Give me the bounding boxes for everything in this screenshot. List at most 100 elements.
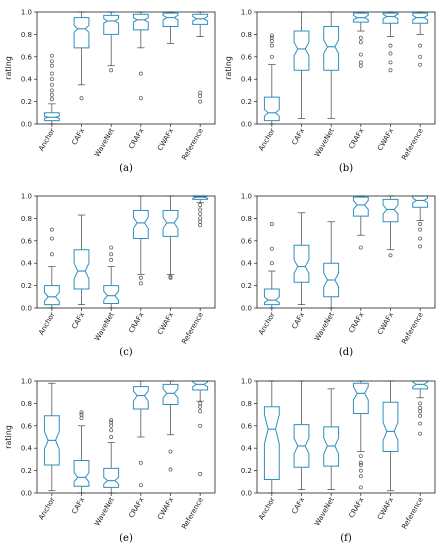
notched-box: [162, 12, 179, 28]
panel-caption: (c): [119, 347, 133, 358]
notched-box: [73, 17, 90, 49]
notched-box: [192, 380, 209, 391]
notched-box: [192, 195, 209, 200]
box-reference: [192, 11, 209, 104]
box-crafx: [132, 195, 149, 286]
y-tick-label: 0.6: [21, 237, 33, 245]
plot-frame: [256, 11, 436, 125]
box-reference: [192, 195, 209, 228]
notched-box: [382, 401, 399, 453]
outlier-point: [269, 222, 274, 226]
box-crafx: [352, 380, 369, 490]
outlier-point: [358, 60, 363, 65]
outlier-point: [269, 35, 274, 40]
x-tick-label: Anchor: [257, 127, 276, 152]
box-cafx: [73, 11, 90, 101]
box-wavenet: [103, 245, 120, 309]
outlier-point: [49, 59, 54, 64]
box-crafx: [352, 11, 369, 68]
outlier-point: [358, 35, 363, 40]
y-tick-label: 0.6: [241, 53, 253, 61]
notched-box: [73, 249, 90, 290]
box-crafx: [132, 11, 149, 101]
notched-box: [293, 30, 310, 71]
box-cafx: [73, 410, 90, 494]
x-tick-label: CWAFx: [156, 311, 175, 336]
y-tick-label: 0.4: [241, 76, 253, 84]
notched-box: [103, 14, 120, 35]
outlier-point: [109, 257, 114, 262]
box-cwafx: [382, 11, 399, 73]
box-cafx: [293, 11, 310, 119]
y-tick-label: 0.2: [241, 467, 252, 475]
notched-box: [43, 285, 60, 306]
outlier-point: [358, 485, 363, 490]
x-tick-label: CWAFx: [156, 127, 175, 152]
y-tick-label: 0.2: [241, 98, 252, 106]
x-tick-label: WaveNet: [313, 311, 336, 343]
outlier-point: [388, 43, 393, 48]
y-tick-label: 0.8: [241, 400, 252, 408]
y-tick-label: 0.4: [21, 260, 33, 268]
box-anchor: [43, 382, 60, 492]
outlier-point: [198, 94, 203, 98]
outlier-point: [198, 401, 203, 406]
x-tick-label: WaveNet: [313, 127, 336, 159]
chart-panel-d: 0.0 0.2 0.4 0.6 0.8 1.0 Anchor CAFx WaveNet CRAFx…: [241, 193, 436, 358]
box-reference: [412, 380, 429, 436]
outlier-point: [198, 90, 203, 95]
outlier-point: [49, 63, 54, 68]
outlier-point: [358, 474, 363, 479]
outlier-point: [49, 77, 54, 82]
notched-box: [162, 383, 179, 406]
box-cwafx: [382, 380, 399, 492]
box-cafx: [73, 214, 90, 305]
outlier-point: [109, 423, 114, 428]
outlier-point: [418, 431, 423, 436]
y-tick-label: 0.6: [241, 237, 253, 245]
outlier-point: [418, 409, 423, 414]
panel-caption: (b): [339, 163, 353, 174]
x-tick-label: CAFx: [70, 127, 86, 146]
outlier-point: [49, 82, 54, 87]
outlier-point: [269, 39, 274, 44]
y-tick-label: 0.0: [21, 305, 32, 313]
outlier-point: [198, 472, 203, 476]
outlier-point: [358, 454, 363, 458]
x-tick-label: WaveNet: [93, 496, 116, 528]
outlier-point: [358, 63, 363, 68]
x-tick-label: CAFx: [70, 311, 86, 330]
x-tick-label: CWAFx: [376, 496, 395, 521]
chart-panel-f: 0.0 0.2 0.4 0.6 0.8 1.0 Anchor CAFx WaveNet CRAFx…: [241, 378, 436, 544]
notched-box: [132, 13, 149, 31]
y-tick-label: 0.8: [21, 215, 32, 223]
box-cafx: [293, 380, 310, 490]
outlier-point: [168, 275, 173, 280]
notched-box: [382, 12, 399, 24]
outlier-point: [138, 281, 143, 286]
y-tick-label: 0.8: [21, 31, 32, 39]
notched-box: [103, 285, 120, 305]
outlier-point: [358, 40, 363, 45]
box-anchor: [263, 33, 280, 125]
outlier-point: [358, 463, 363, 467]
box-wavenet: [323, 221, 340, 309]
x-tick-label: Anchor: [37, 496, 56, 521]
outlier-point: [418, 43, 423, 48]
notched-box: [293, 244, 310, 283]
notched-box: [352, 196, 369, 217]
notched-box: [323, 262, 340, 298]
y-tick-label: 0.4: [21, 445, 33, 453]
panel-caption: (e): [119, 533, 133, 544]
y-tick-label: 0.0: [241, 490, 252, 498]
notched-box: [412, 195, 429, 208]
y-axis-label: rating: [4, 425, 13, 449]
outlier-point: [418, 227, 423, 232]
outlier-point: [388, 253, 393, 258]
x-tick-label: CRAFx: [347, 311, 365, 334]
outlier-point: [49, 97, 54, 102]
box-anchor: [263, 222, 280, 309]
notched-box: [43, 415, 60, 466]
box-wavenet: [103, 418, 120, 494]
notched-box: [263, 406, 280, 481]
